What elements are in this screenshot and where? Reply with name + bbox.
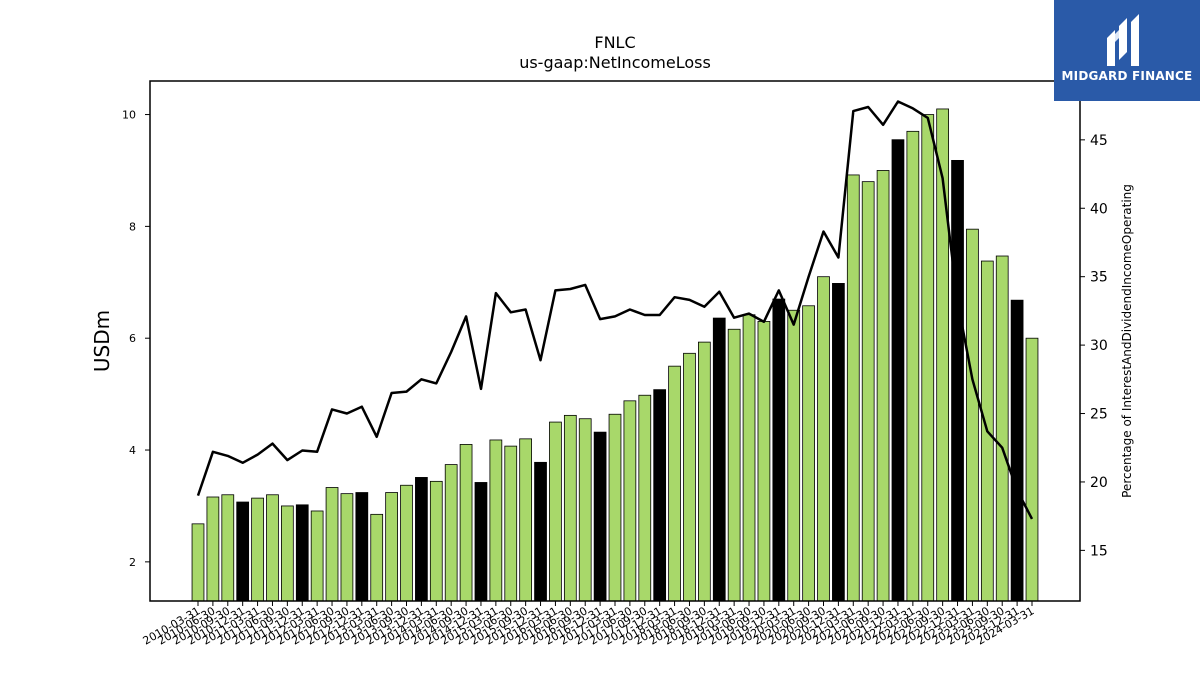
bar-2017-12-31: [653, 389, 667, 602]
bar-2015-06-30: [504, 445, 518, 602]
bar-2014-09-30: [459, 444, 473, 602]
bar-2019-06-30: [742, 314, 756, 602]
bar-2023-03-31: [966, 228, 979, 602]
bar-2010-06-30: [206, 496, 220, 602]
line-series: [196, 100, 1034, 520]
bar-2016-12-31: [593, 431, 607, 602]
bar-2010-03-31: [191, 523, 205, 602]
y-axis-label-right: Percentage of InterestAndDividendIncomeO…: [1120, 184, 1134, 498]
bar-2020-03-31: [787, 309, 801, 602]
bar-2013-03-31: [370, 513, 384, 602]
right-tick-label: 45: [1090, 133, 1108, 149]
bar-2018-09-30: [698, 341, 711, 602]
bar-2010-12-31: [236, 501, 250, 602]
bar-2013-09-30: [400, 484, 413, 602]
bar-2018-12-31: [712, 317, 726, 602]
bar-2022-03-31: [906, 130, 920, 602]
bar-2020-06-30: [802, 305, 815, 602]
left-tick-label: 10: [122, 109, 136, 122]
y-axis-label-left: USDm: [90, 310, 114, 372]
bar-2014-12-31: [474, 482, 488, 602]
bar-2016-09-30: [578, 418, 592, 602]
bar-2016-06-30: [563, 414, 577, 602]
right-tick-label: 15: [1090, 543, 1108, 559]
bar-2015-03-31: [489, 439, 503, 602]
right-tick-label: 20: [1090, 475, 1108, 491]
bar-2020-09-30: [817, 276, 830, 602]
line-series-layer: [196, 100, 1034, 520]
right-tick-label: 30: [1090, 338, 1108, 354]
bar-2021-09-30: [876, 170, 890, 602]
bar-2022-12-31: [951, 159, 964, 602]
bar-2011-12-31: [295, 504, 309, 602]
bar-2017-03-31: [608, 413, 622, 602]
left-axis: 2 4 6 8 10: [122, 109, 150, 569]
bar-2012-03-31: [310, 510, 324, 602]
right-axis: 15 20 25 30 35 40 45: [1080, 133, 1108, 559]
bar-2015-12-31: [534, 461, 547, 602]
midgard-logo-icon: [1107, 14, 1139, 66]
bar-2014-06-30: [444, 464, 458, 602]
bar-2018-03-31: [668, 365, 681, 602]
left-tick-label: 6: [129, 332, 136, 345]
right-tick-label: 40: [1090, 201, 1108, 217]
brand-logo: MIDGARD FINANCE: [1054, 0, 1200, 101]
bar-2022-06-30: [921, 114, 935, 602]
bar-2013-12-31: [415, 477, 428, 602]
left-tick-label: 8: [129, 220, 136, 233]
bar-2023-12-31: [1010, 299, 1024, 602]
bar-2019-09-30: [757, 321, 771, 602]
bar-2017-09-30: [638, 394, 652, 602]
bar-2023-09-30: [995, 255, 1009, 602]
bar-2013-06-30: [385, 492, 398, 602]
bar-2021-06-30: [861, 181, 875, 602]
chart-subtitle: us-gaap:NetIncomeLoss: [519, 53, 711, 72]
bar-2019-03-31: [727, 328, 741, 602]
left-tick-label: 2: [129, 556, 136, 569]
bar-2019-12-31: [772, 298, 786, 602]
bar-series: [191, 108, 1039, 602]
bar-2021-03-31: [846, 174, 860, 602]
right-tick-label: 25: [1090, 407, 1108, 423]
bar-2015-09-30: [519, 438, 533, 602]
bar-2012-06-30: [325, 487, 339, 602]
brand-name: MIDGARD FINANCE: [1061, 69, 1193, 83]
bar-2012-12-31: [355, 492, 369, 602]
bar-2016-03-31: [549, 421, 562, 602]
bar-2014-03-31: [429, 480, 443, 602]
bar-2021-12-31: [891, 139, 905, 602]
bar-2012-09-30: [340, 493, 354, 602]
bar-2018-06-30: [683, 352, 696, 602]
bar-2011-06-30: [266, 494, 279, 602]
left-tick-label: 4: [129, 444, 136, 457]
bar-2017-06-30: [623, 400, 637, 602]
chart-title: FNLC: [594, 33, 635, 52]
x-axis: 2010-03-312010-06-302010-09-302010-12-31…: [141, 601, 1037, 648]
bar-2010-09-30: [221, 494, 235, 602]
bar-2020-12-31: [832, 283, 845, 602]
right-tick-label: 35: [1090, 270, 1108, 286]
bar-2024-03-31: [1025, 337, 1039, 602]
bar-2011-09-30: [280, 505, 294, 602]
bar-2011-03-31: [251, 497, 264, 602]
